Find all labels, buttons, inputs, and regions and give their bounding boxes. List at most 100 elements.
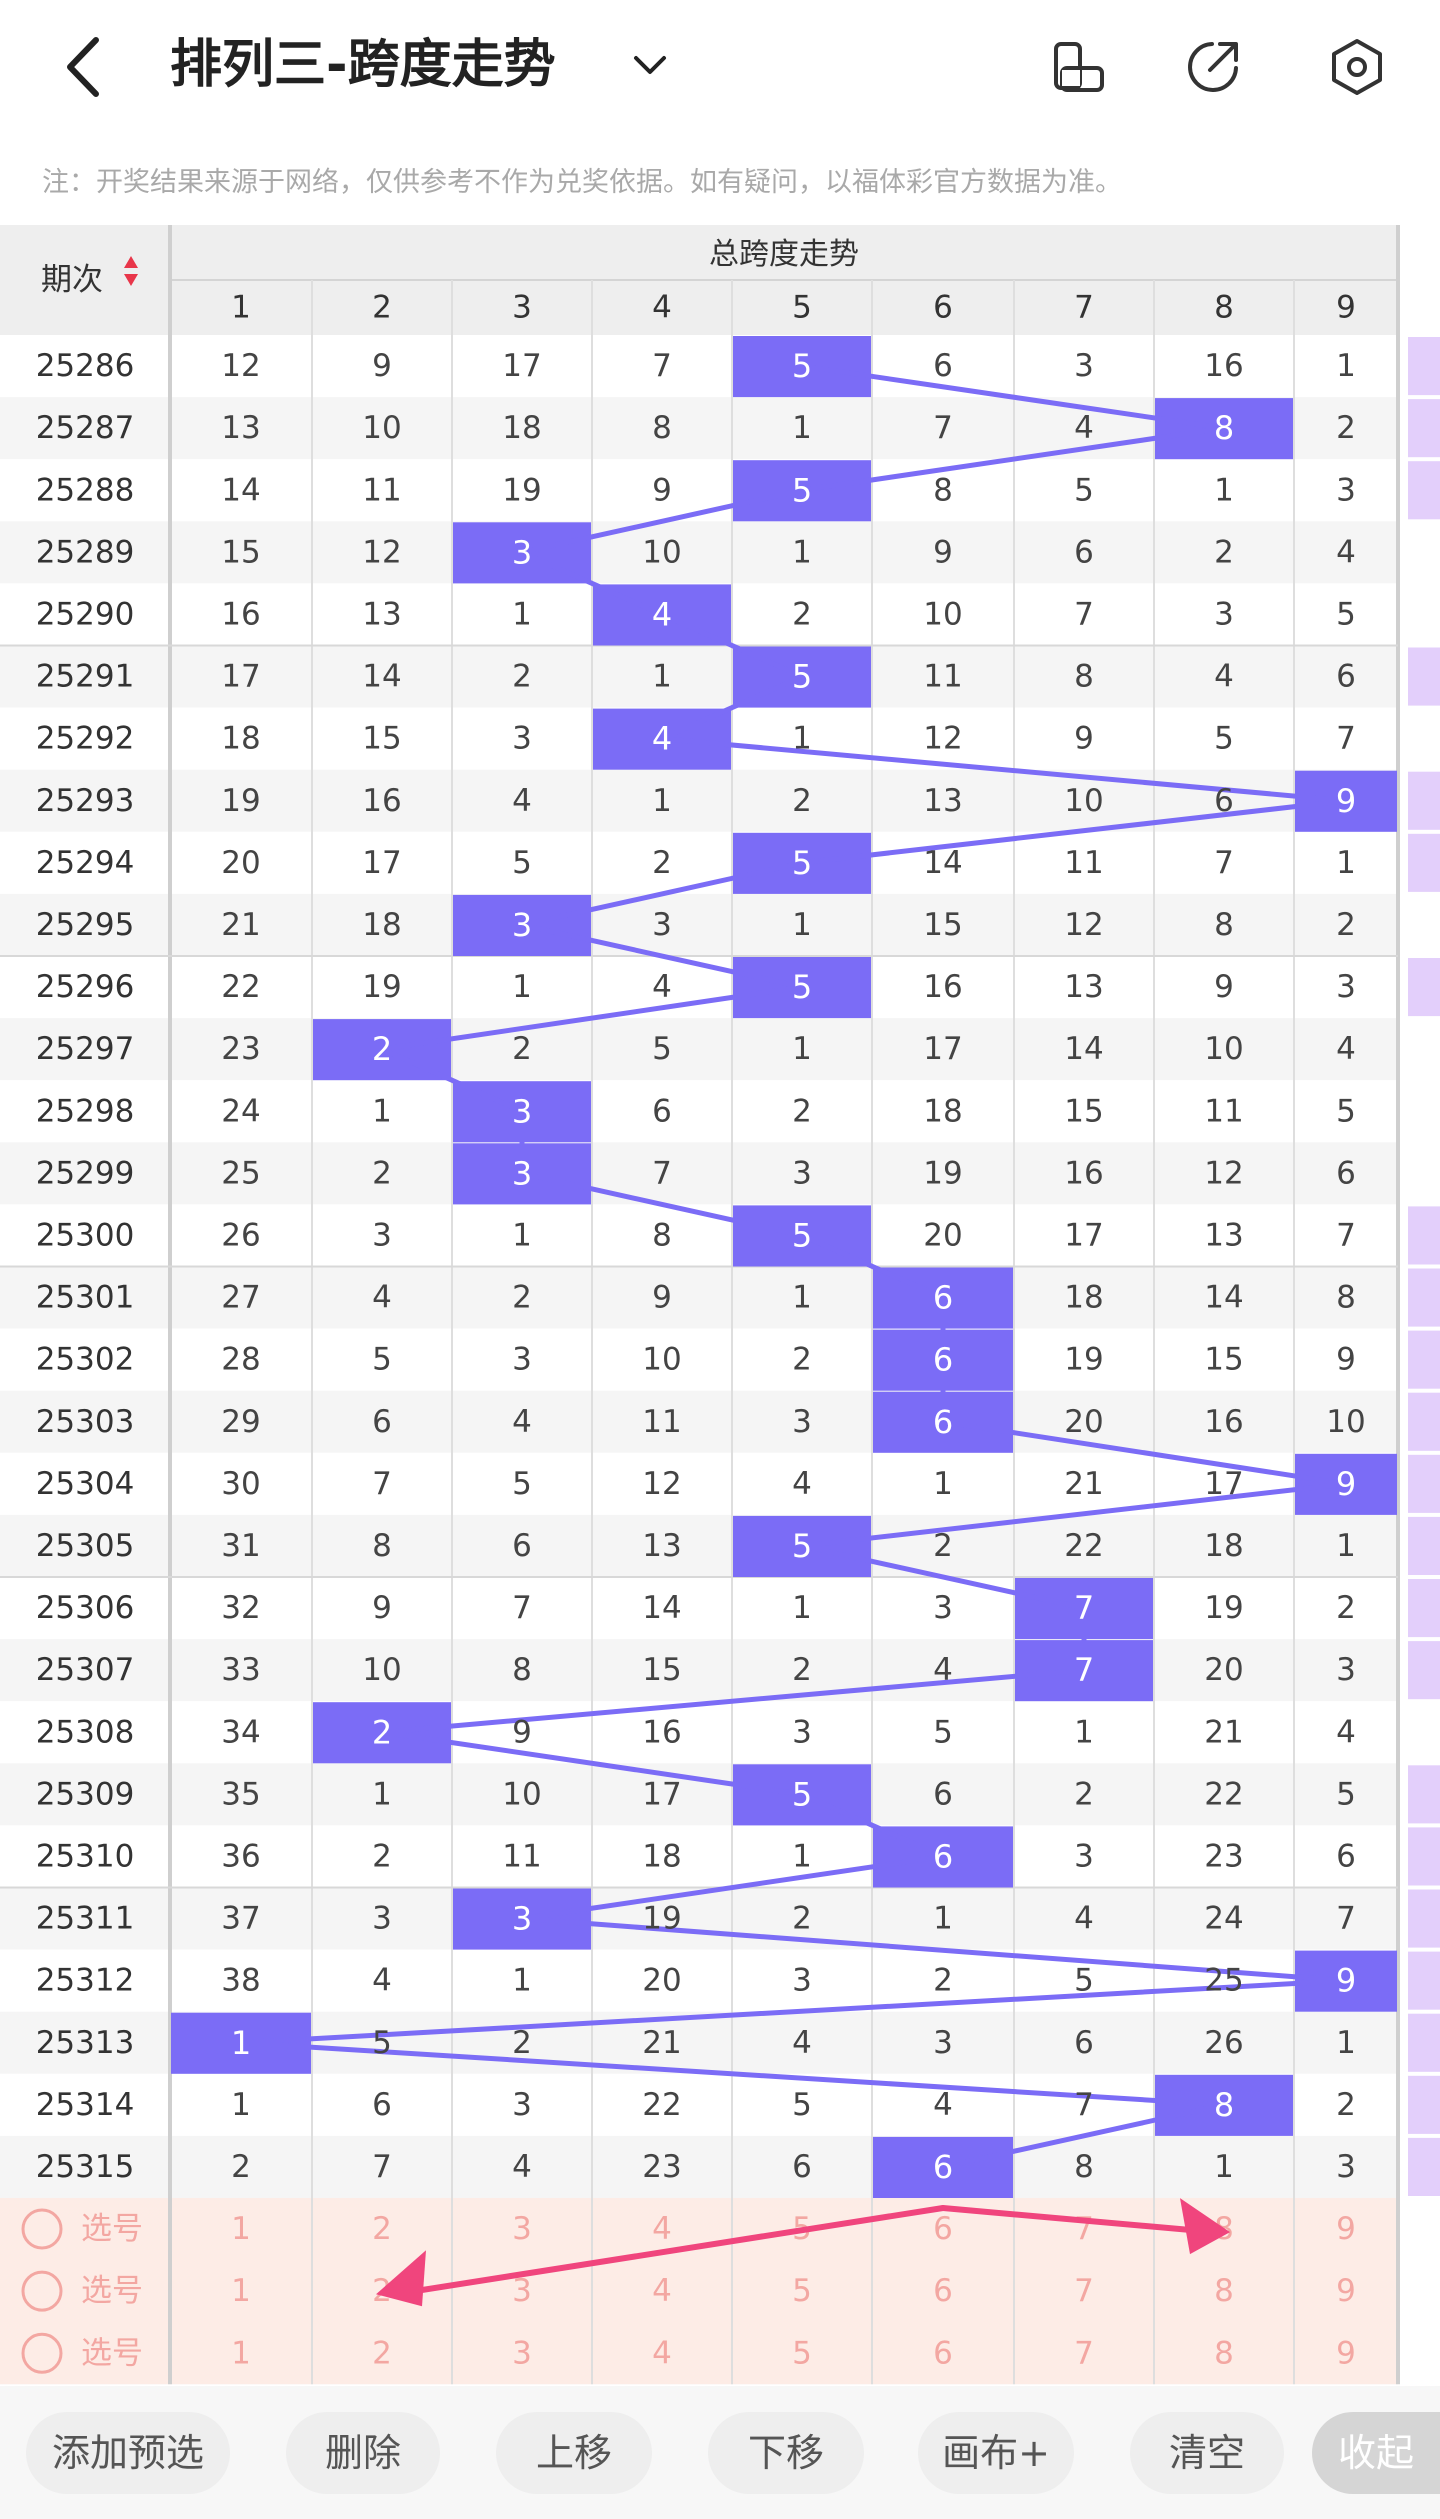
miss-count[interactable]: 18 [1204,1528,1243,1564]
miss-count[interactable]: 1 [933,1901,953,1937]
hit-value[interactable]: 3 [512,1900,532,1938]
miss-count[interactable]: 27 [221,1280,260,1316]
pick-number[interactable]: 6 [933,2273,953,2309]
miss-count[interactable]: 1 [1214,472,1234,508]
canvas-plus-button[interactable]: 画布+ [918,2412,1074,2494]
miss-count[interactable]: 21 [1064,1466,1103,1502]
miss-count[interactable]: 6 [512,1528,532,1564]
sort-down-icon[interactable] [124,274,138,286]
miss-count[interactable]: 3 [933,1590,953,1626]
miss-count[interactable]: 2 [933,1528,953,1564]
miss-count[interactable]: 31 [221,1528,260,1564]
miss-count[interactable]: 29 [221,1404,260,1440]
miss-count[interactable]: 3 [1074,1838,1094,1874]
miss-count[interactable]: 19 [642,1901,681,1937]
miss-count[interactable]: 6 [1214,783,1234,819]
hit-value[interactable]: 6 [933,2148,953,2186]
miss-count[interactable]: 3 [1074,348,1094,384]
miss-count[interactable]: 23 [221,1031,260,1067]
miss-count[interactable]: 15 [1204,1342,1243,1378]
miss-count[interactable]: 4 [512,2149,532,2185]
miss-count[interactable]: 4 [372,1280,392,1316]
miss-count[interactable]: 22 [1064,1528,1103,1564]
pick-number[interactable]: 4 [652,2335,672,2371]
miss-count[interactable]: 1 [652,783,672,819]
miss-count[interactable]: 1 [792,534,812,570]
hit-value[interactable]: 6 [933,1341,953,1379]
miss-count[interactable]: 7 [1336,1217,1356,1253]
miss-count[interactable]: 2 [652,845,672,881]
miss-count[interactable]: 5 [512,1466,532,1502]
miss-count[interactable]: 13 [923,783,962,819]
miss-count[interactable]: 10 [502,1776,541,1812]
miss-count[interactable]: 28 [221,1342,260,1378]
pick-number[interactable]: 7 [1074,2211,1094,2247]
miss-count[interactable]: 18 [502,410,541,446]
miss-count[interactable]: 36 [221,1838,260,1874]
miss-count[interactable]: 12 [642,1466,681,1502]
miss-count[interactable]: 6 [1336,1155,1356,1191]
miss-count[interactable]: 21 [1204,1714,1243,1750]
pick-number[interactable]: 5 [792,2335,812,2371]
miss-count[interactable]: 3 [512,2087,532,2123]
miss-count[interactable]: 2 [792,596,812,632]
miss-count[interactable]: 8 [1336,1280,1356,1316]
miss-count[interactable]: 2 [1336,907,1356,943]
miss-count[interactable]: 10 [1326,1404,1365,1440]
miss-count[interactable]: 20 [923,1217,962,1253]
miss-count[interactable]: 1 [1074,1714,1094,1750]
miss-count[interactable]: 17 [502,348,541,384]
miss-count[interactable]: 12 [362,534,401,570]
miss-count[interactable]: 8 [372,1528,392,1564]
select-radio-icon[interactable] [21,2208,63,2250]
hit-value[interactable]: 9 [1336,1962,1356,2000]
miss-count[interactable]: 16 [1204,1404,1243,1440]
miss-count[interactable]: 23 [642,2149,681,2185]
pick-number[interactable]: 6 [933,2335,953,2371]
miss-count[interactable]: 1 [792,1280,812,1316]
hit-value[interactable]: 8 [1214,2086,1234,2124]
miss-count[interactable]: 17 [1204,1466,1243,1502]
miss-count[interactable]: 8 [1214,907,1234,943]
miss-count[interactable]: 6 [1074,534,1094,570]
miss-count[interactable]: 1 [792,1590,812,1626]
miss-count[interactable]: 3 [792,1714,812,1750]
issue-column-header[interactable]: 期次 [41,262,103,298]
miss-count[interactable]: 18 [923,1093,962,1129]
pick-number[interactable]: 3 [512,2273,532,2309]
hit-value[interactable]: 8 [1214,409,1234,447]
miss-count[interactable]: 14 [923,845,962,881]
miss-count[interactable]: 11 [1064,845,1103,881]
miss-count[interactable]: 1 [231,2087,251,2123]
miss-count[interactable]: 3 [372,1217,392,1253]
hit-value[interactable]: 4 [652,595,672,633]
select-radio-icon[interactable] [21,2270,63,2312]
miss-count[interactable]: 2 [1336,1590,1356,1626]
share-icon[interactable] [1182,36,1244,98]
miss-count[interactable]: 16 [221,596,260,632]
miss-count[interactable]: 10 [1064,783,1103,819]
miss-count[interactable]: 11 [642,1404,681,1440]
miss-count[interactable]: 4 [933,2087,953,2123]
miss-count[interactable]: 2 [792,1901,812,1937]
miss-count[interactable]: 25 [1204,1963,1243,1999]
miss-count[interactable]: 7 [372,2149,392,2185]
miss-count[interactable]: 1 [372,1776,392,1812]
miss-count[interactable]: 10 [923,596,962,632]
miss-count[interactable]: 3 [933,2025,953,2061]
miss-count[interactable]: 20 [221,845,260,881]
miss-count[interactable]: 3 [792,1404,812,1440]
miss-count[interactable]: 9 [652,1280,672,1316]
miss-count[interactable]: 5 [933,1714,953,1750]
miss-count[interactable]: 19 [502,472,541,508]
miss-count[interactable]: 10 [362,1652,401,1688]
miss-count[interactable]: 1 [1336,845,1356,881]
hit-value[interactable]: 5 [792,471,812,509]
pick-number[interactable]: 2 [372,2211,392,2247]
miss-count[interactable]: 18 [642,1838,681,1874]
miss-count[interactable]: 35 [221,1776,260,1812]
hit-value[interactable]: 5 [792,347,812,385]
miss-count[interactable]: 5 [1336,1093,1356,1129]
hit-value[interactable]: 3 [512,1092,532,1130]
miss-count[interactable]: 1 [512,969,532,1005]
